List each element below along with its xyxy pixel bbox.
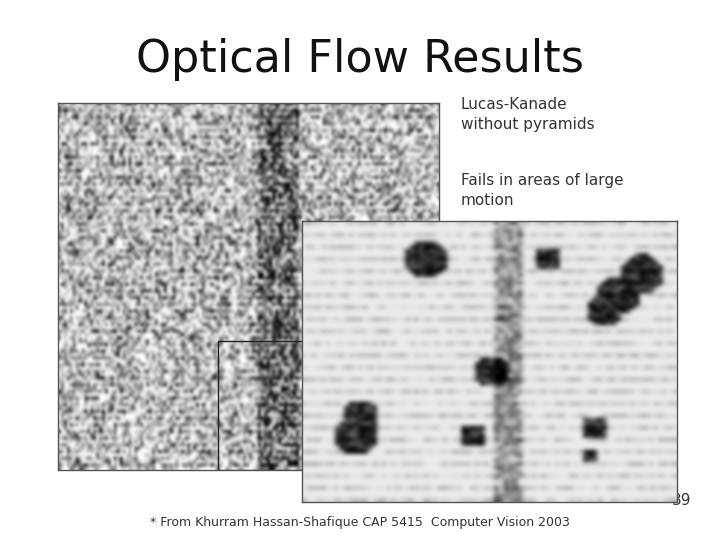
Text: 39: 39 (672, 492, 691, 508)
Text: * From Khurram Hassan-Shafique CAP 5415  Computer Vision 2003: * From Khurram Hassan-Shafique CAP 5415 … (150, 516, 570, 529)
Text: Fails in areas of large
motion: Fails in areas of large motion (461, 173, 624, 207)
Text: Lucas-Kanade
without pyramids: Lucas-Kanade without pyramids (461, 97, 595, 132)
Bar (218, 341, 333, 470)
Text: Optical Flow Results: Optical Flow Results (136, 38, 584, 81)
